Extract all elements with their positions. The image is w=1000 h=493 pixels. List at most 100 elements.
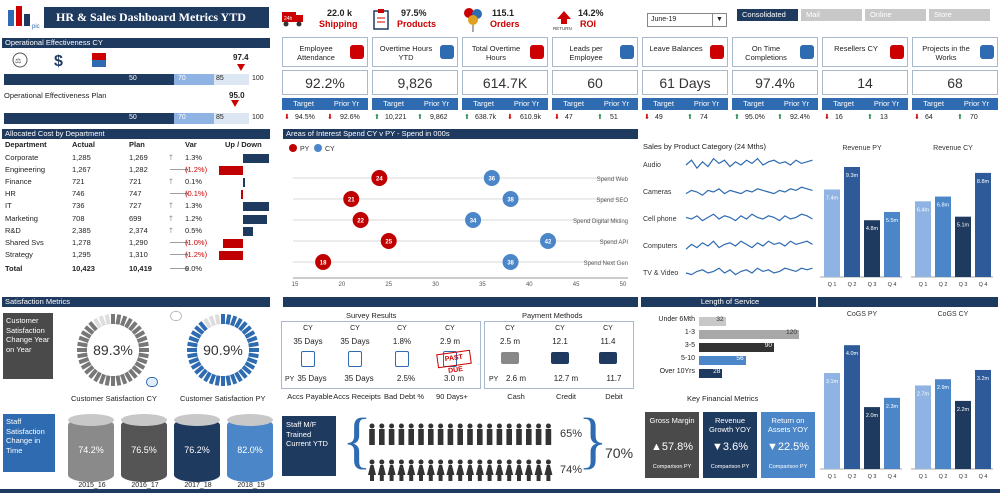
spend-tick: 15 xyxy=(292,282,299,288)
tab-consolidated[interactable]: Consolidated xyxy=(737,9,798,21)
kpi-value: 61 Days xyxy=(642,70,728,95)
los-value: 90 xyxy=(764,342,772,349)
chart-title: CoGS CY xyxy=(938,311,969,318)
prior-label: Prior Yr xyxy=(603,99,630,108)
spend-row-label: Spend SEO xyxy=(596,198,628,204)
payment-py-value: 2.6 m xyxy=(505,374,526,383)
tab-store[interactable]: Store xyxy=(929,9,990,21)
male-trained-value: 65% xyxy=(560,428,583,440)
payment-cy-label: CY xyxy=(505,325,515,332)
total-label: Total xyxy=(5,263,23,273)
prior-arrow-icon: ⬆ xyxy=(867,114,873,121)
donut-tick xyxy=(230,315,238,327)
person-icon xyxy=(447,459,453,465)
satisfaction-cylinder: 76.5% xyxy=(121,418,167,482)
key-fin-label: Gross Margin xyxy=(649,416,695,425)
spend-tick: 45 xyxy=(573,282,580,288)
dept-actual: 746 xyxy=(72,189,85,199)
tab-online[interactable]: Online xyxy=(865,9,926,21)
person-icon xyxy=(418,423,424,429)
op-eff-plan-marker xyxy=(231,100,239,107)
kpi-target-header: Target Prior Yr xyxy=(462,98,548,110)
los-value: 120 xyxy=(786,329,797,336)
op-eff-plan-title: Operational Effectiveness Plan xyxy=(4,91,107,100)
person-icon xyxy=(398,459,404,465)
donut-tick xyxy=(187,341,198,348)
kpi-card-5[interactable]: On Time Completions xyxy=(732,37,818,67)
op-icons: ⚖ $ xyxy=(10,50,130,70)
person-icon xyxy=(517,475,521,481)
person-icon xyxy=(526,429,532,445)
month-select[interactable]: June-19 ▼ xyxy=(647,13,727,27)
dept-var: (0.1%) xyxy=(185,189,208,199)
kpi-icon xyxy=(620,45,634,59)
los-label: Under 6Mth xyxy=(658,316,695,323)
cylinder-top xyxy=(121,414,167,426)
var-bar xyxy=(219,166,243,176)
dept-actual: 736 xyxy=(72,201,85,211)
person-icon xyxy=(428,459,434,465)
var-bar xyxy=(219,250,243,260)
table-row: Marketing 708 699 🡑 1.2% xyxy=(5,213,273,225)
dept-plan: 1,282 xyxy=(129,165,148,175)
person-icon xyxy=(379,423,385,429)
person-icon xyxy=(428,429,434,445)
chart-title: CoGS PY xyxy=(847,311,878,318)
person-icon xyxy=(456,465,465,475)
quarter-label: Q 2 xyxy=(939,282,948,288)
bar-label: 2.0m xyxy=(866,413,879,419)
prior-value: 74 xyxy=(700,114,708,121)
survey-cy-label: CY xyxy=(303,325,313,332)
target-label: Target xyxy=(293,99,314,108)
chart-title: Revenue PY xyxy=(842,145,882,152)
satisfaction-cylinder: 76.2% xyxy=(174,418,220,482)
donut-tick xyxy=(78,335,90,343)
quarter-label: Q 3 xyxy=(959,474,968,480)
quarter-label: Q 2 xyxy=(848,474,857,480)
donut-tick xyxy=(225,375,232,386)
kpi-value: 68 xyxy=(912,70,998,95)
person-icon xyxy=(446,465,455,475)
prior-value: 92.6% xyxy=(340,114,360,121)
spend-cy-point xyxy=(502,254,519,270)
dept-name: IT xyxy=(5,201,12,211)
person-icon xyxy=(546,475,551,481)
donut-tick xyxy=(77,341,88,348)
cogs-header-bar xyxy=(818,297,998,307)
bar-label: 3.2m xyxy=(977,376,990,382)
target-label: Target xyxy=(473,99,494,108)
bar-label: 7.4m xyxy=(826,195,839,201)
tab-mail[interactable]: Mail xyxy=(801,9,862,21)
los-value: 28 xyxy=(713,368,721,375)
quarter-label: Q 4 xyxy=(888,282,897,288)
los-label: 1-3 xyxy=(684,329,695,336)
donut-tick xyxy=(190,361,202,370)
spend-cy-point xyxy=(465,212,482,228)
payment-cy-value: 12.1 xyxy=(552,337,568,346)
chart-bar xyxy=(955,216,971,277)
bar-label: 2.9m xyxy=(937,385,950,391)
person-icon xyxy=(487,423,493,429)
dept-plan: 1,310 xyxy=(129,249,148,259)
donut-tick xyxy=(208,315,216,327)
dept-plan: 721 xyxy=(129,177,142,187)
survey-cy-label: CY xyxy=(445,325,455,332)
payment-box xyxy=(484,321,634,389)
var-bar xyxy=(243,226,253,236)
kpi-card-0[interactable]: Employee Attendance xyxy=(282,37,368,67)
donut-tick xyxy=(208,373,216,385)
bar-label: 4.0m xyxy=(846,351,859,357)
chart-bar xyxy=(975,369,991,469)
prior-arrow-icon: ⬆ xyxy=(777,114,783,121)
month-select-value: June-19 xyxy=(651,16,677,23)
person-icon xyxy=(399,475,404,481)
payment-icon xyxy=(501,352,519,364)
prior-value: 51 xyxy=(610,114,618,121)
spend-cy-label: 34 xyxy=(470,219,477,225)
prior-label: Prior Yr xyxy=(873,99,900,108)
los-value: 32 xyxy=(716,316,724,323)
spend-cy-point xyxy=(540,233,557,249)
var-arrow-icon: 🡑 xyxy=(169,201,173,211)
table-row: Finance 721 721 🡑 0.1% xyxy=(5,176,273,188)
donut-tick xyxy=(198,368,208,379)
